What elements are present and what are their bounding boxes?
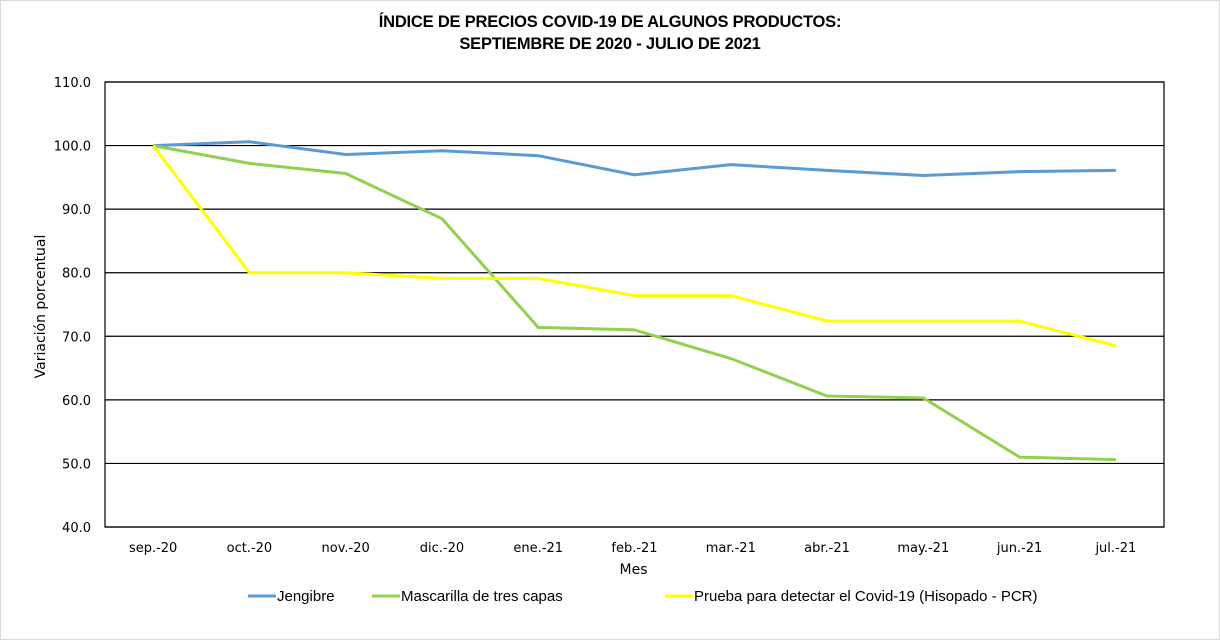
chart-title: ÍNDICE DE PRECIOS COVID-19 DE ALGUNOS PR… <box>0 11 1220 55</box>
legend-label: Prueba para detectar el Covid-19 (Hisopa… <box>694 588 1038 605</box>
chart-title-line2: SEPTIEMBRE DE 2020 - JULIO DE 2021 <box>459 35 761 53</box>
x-axis-label: Mes <box>620 562 648 578</box>
series-line-2 <box>152 144 1116 462</box>
y-tick-label: 100.0 <box>54 140 91 155</box>
series-line-1 <box>153 140 1116 178</box>
series-lines <box>151 140 1117 462</box>
x-tick-label: sep.-20 <box>129 541 177 556</box>
y-axis-ticks: 40.0 50.0 60.0 70.0 80.0 90.0 100.0 110.0 <box>54 76 91 536</box>
x-tick-label: dic.-20 <box>420 541 464 556</box>
gridlines <box>105 81 1164 528</box>
legend-label: Jengibre <box>277 588 335 605</box>
x-tick-label: jun.-21 <box>996 541 1042 556</box>
x-axis-ticks: sep.-20 oct.-20 nov.-20 dic.-20 ene.-21 feb.-… <box>129 541 1136 556</box>
y-tick-label: 90.0 <box>62 203 91 218</box>
x-tick-label: ene.-21 <box>513 541 563 556</box>
x-tick-label: feb.-21 <box>611 541 657 556</box>
x-tick-label: mar.-21 <box>706 541 756 556</box>
y-tick-label: 40.0 <box>62 521 91 536</box>
x-tick-label: abr.-21 <box>804 541 850 556</box>
legend: Jengibre Mascarilla de tres capas Prueba p… <box>248 588 1038 605</box>
chart-title-line1: ÍNDICE DE PRECIOS COVID-19 DE ALGUNOS PR… <box>378 13 842 31</box>
x-tick-label: jul.-21 <box>1094 541 1136 556</box>
x-tick-label: may.-21 <box>897 541 949 556</box>
y-tick-label: 60.0 <box>62 394 91 409</box>
plot-area-border <box>104 81 1165 528</box>
y-tick-label: 70.0 <box>62 330 91 345</box>
legend-label: Mascarilla de tres capas <box>401 588 563 605</box>
x-tick-label: oct.-20 <box>227 541 273 556</box>
x-tick-label: nov.-20 <box>322 541 370 556</box>
y-tick-label: 80.0 <box>62 267 91 282</box>
y-tick-label: 50.0 <box>62 457 91 472</box>
y-tick-label: 110.0 <box>54 76 91 91</box>
y-axis-label: Variación porcentual <box>33 235 49 379</box>
